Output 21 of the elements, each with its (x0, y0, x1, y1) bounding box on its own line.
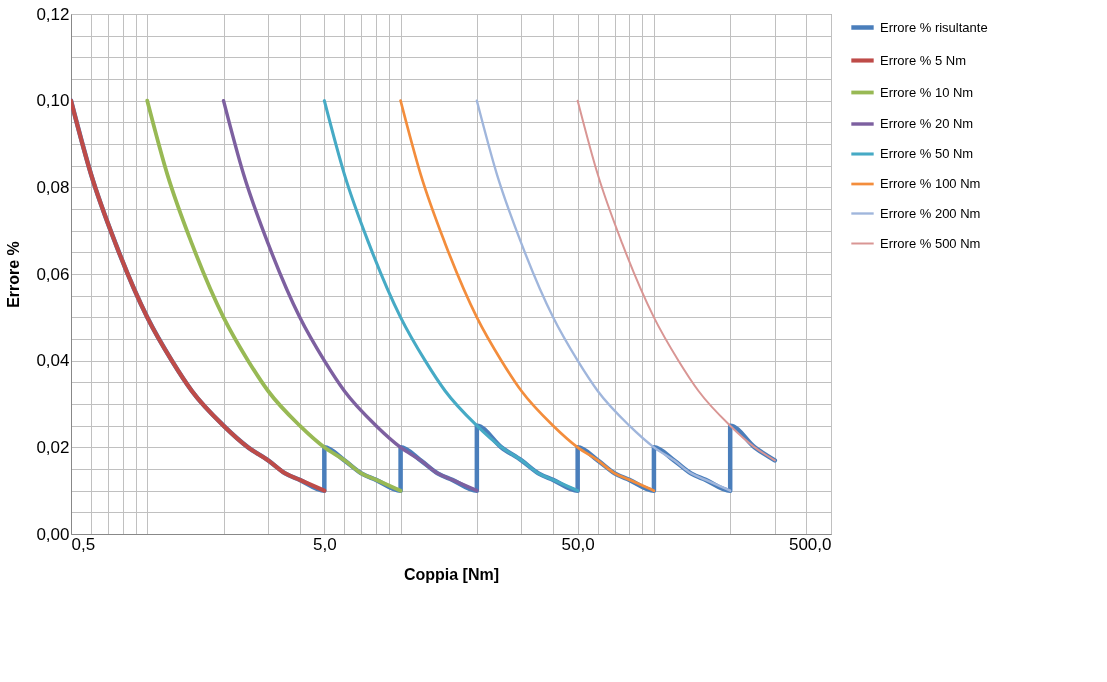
x-axis-title: Coppia [Nm] (403, 565, 500, 583)
legend-label: Errore % 10 Nm (880, 84, 974, 100)
x-tick-label: 5,0 (313, 534, 337, 554)
legend-label: Errore % 100 Nm (880, 176, 981, 191)
legend-label: Errore % 50 Nm (880, 146, 974, 161)
y-axis-title: Errore % (5, 241, 23, 308)
y-tick-label: 0,02 (36, 437, 70, 457)
x-tick-label: 50,0 (561, 534, 595, 554)
x-tick-label: 0,5 (71, 534, 96, 554)
legend-label: Errore % 5 Nm (880, 52, 966, 68)
legend-label: Errore % 20 Nm (880, 116, 974, 131)
x-tick-label: 500,0 (788, 534, 832, 554)
y-tick-label: 0,08 (36, 177, 70, 197)
y-tick-label: 0,00 (36, 524, 70, 544)
legend-label: Errore % 200 Nm (880, 205, 981, 221)
y-tick-label: 0,04 (36, 351, 70, 371)
legend-label: Errore % 500 Nm (880, 235, 981, 251)
legend-label: Errore % risultante (880, 19, 988, 35)
y-tick-label: 0,10 (36, 91, 70, 111)
y-tick-label: 0,06 (36, 264, 70, 284)
y-tick-label: 0,12 (36, 4, 70, 24)
